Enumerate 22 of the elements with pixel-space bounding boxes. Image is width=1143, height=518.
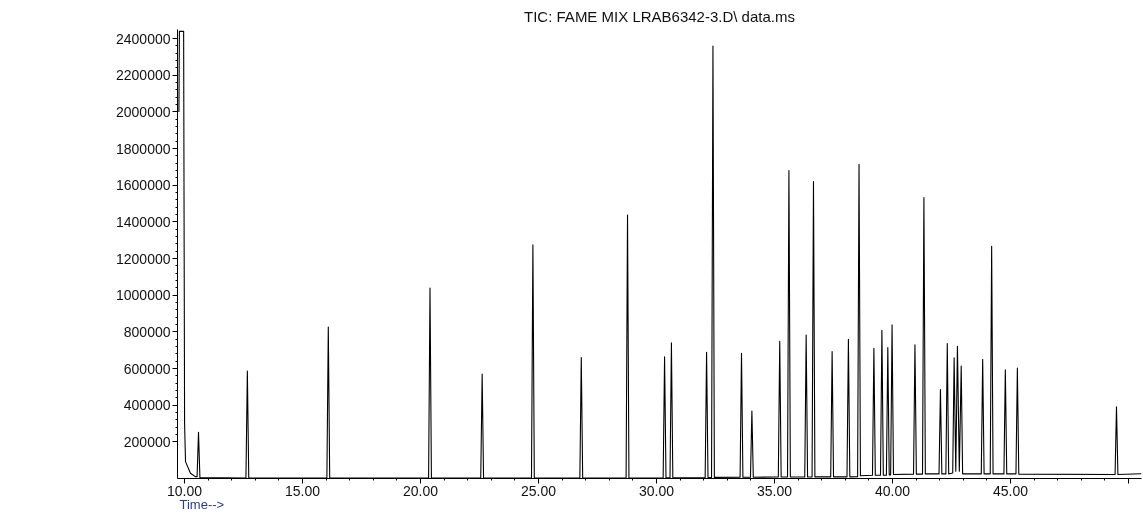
y-tick-label: 2400000 xyxy=(116,30,171,47)
x-tick-label: 20.00 xyxy=(403,482,439,499)
chart-title: TIC: FAME MIX LRAB6342-3.D\ data.ms xyxy=(524,7,795,25)
y-tick-label: 1400000 xyxy=(116,213,171,230)
y-tick-label: 2200000 xyxy=(116,67,171,84)
y-tick-label: 1800000 xyxy=(116,140,171,157)
x-axis-title: Time--> xyxy=(179,496,225,512)
x-tick-label: 35.00 xyxy=(757,482,793,499)
y-tick-label: 1000000 xyxy=(116,287,171,304)
x-tick-label: 40.00 xyxy=(875,482,911,499)
y-tick-label: 200000 xyxy=(123,433,171,450)
x-tick-label: 10.00 xyxy=(167,482,203,499)
x-tick-label: 25.00 xyxy=(521,482,557,499)
x-tick-label: 15.00 xyxy=(285,482,321,499)
y-tick-label: 1600000 xyxy=(116,177,171,194)
x-tick-label: 30.00 xyxy=(639,482,675,499)
x-tick-label: 45.00 xyxy=(993,482,1029,499)
y-tick-label: 400000 xyxy=(123,397,171,414)
y-tick-label: 1200000 xyxy=(116,250,171,267)
y-tick-label: 800000 xyxy=(123,323,171,340)
y-tick-label: 600000 xyxy=(123,360,171,377)
y-tick-label: 2000000 xyxy=(116,103,171,120)
